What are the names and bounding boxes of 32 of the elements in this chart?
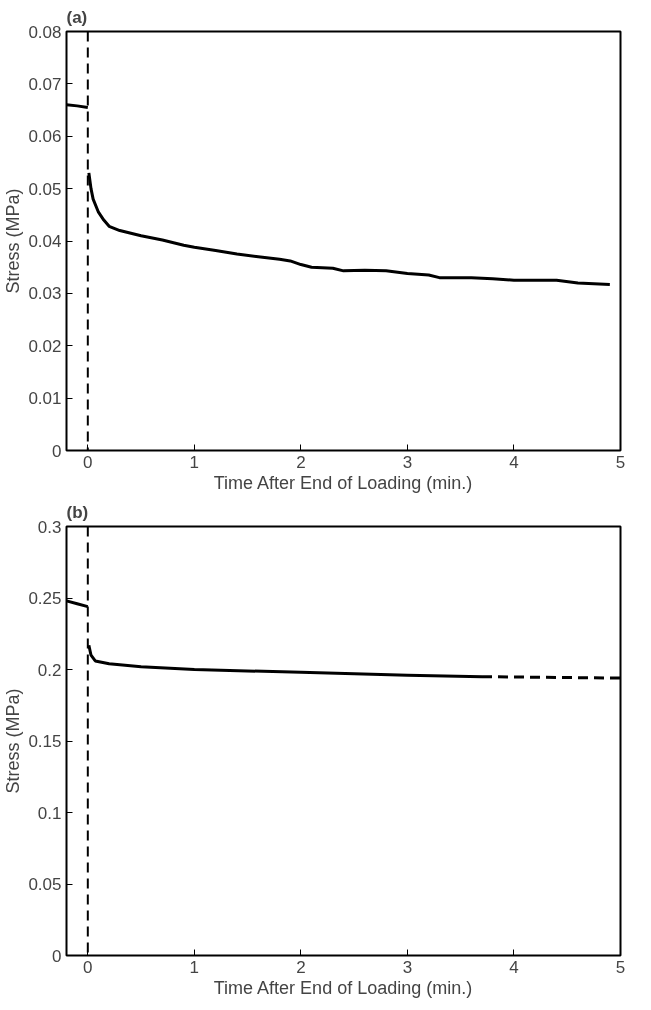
- x-axis-title: Time After End of Loading (min.): [213, 472, 473, 493]
- y-tick-label: 0.04: [28, 232, 62, 251]
- y-tick-label: 0.05: [28, 179, 62, 199]
- y-axis-title: Stress (MPa): [3, 688, 24, 794]
- y-tick-label: 0.06: [28, 127, 62, 147]
- y-tick-label: 0.25: [28, 589, 62, 608]
- x-axis-title: Time After End of Loading (min.): [213, 977, 473, 998]
- x-tick-label: 5: [615, 452, 626, 472]
- y-tick-label: 0.3: [37, 517, 62, 537]
- y-tick-label: 0.07: [28, 74, 62, 94]
- x-tick-label: 3: [402, 452, 413, 472]
- y-tick-label: 0.08: [28, 22, 62, 42]
- y-tick-label: 0.1: [37, 803, 62, 823]
- x-tick-label: 2: [296, 452, 306, 472]
- y-tick-label: 0.03: [28, 284, 62, 304]
- y-tick-label: 0.01: [28, 389, 62, 409]
- y-tick-label: 0.05: [28, 875, 62, 894]
- x-tick-label: 0: [83, 957, 93, 977]
- y-tick-label: 0.02: [28, 336, 62, 356]
- chart-title: (b): [66, 502, 89, 522]
- y-tick-label: 0.2: [37, 660, 62, 680]
- x-tick-label: 1: [189, 452, 200, 472]
- x-tick-label: 4: [509, 452, 519, 472]
- y-tick-label: 0.15: [28, 732, 62, 751]
- x-tick-label: 1: [189, 957, 200, 977]
- x-tick-label: 2: [296, 957, 306, 977]
- chart-title: (a): [66, 7, 88, 27]
- x-tick-label: 0: [83, 452, 93, 472]
- x-tick-label: 5: [615, 957, 626, 977]
- x-tick-label: 4: [509, 957, 519, 977]
- y-axis-title: Stress (MPa): [3, 188, 24, 294]
- x-tick-label: 3: [402, 957, 413, 977]
